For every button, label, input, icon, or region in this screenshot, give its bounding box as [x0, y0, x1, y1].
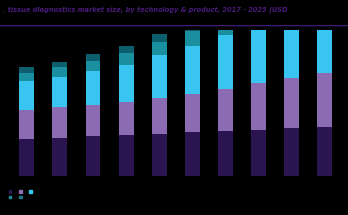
- Bar: [284, 0, 299, 14]
- Bar: [53, 138, 68, 176]
- Bar: [251, 130, 266, 176]
- Bar: [185, 31, 200, 46]
- Bar: [119, 135, 134, 176]
- Bar: [218, 35, 233, 89]
- Bar: [218, 89, 233, 131]
- Bar: [218, 20, 233, 35]
- Bar: [19, 110, 34, 139]
- Bar: [19, 73, 34, 81]
- Bar: [185, 132, 200, 176]
- Bar: [53, 67, 68, 77]
- Bar: [53, 107, 68, 138]
- Bar: [251, 0, 266, 8]
- Bar: [53, 77, 68, 107]
- Bar: [251, 83, 266, 130]
- Bar: [317, 0, 332, 3]
- Bar: [284, 128, 299, 176]
- Bar: [19, 67, 34, 73]
- Bar: [119, 53, 134, 65]
- Bar: [251, 25, 266, 83]
- Bar: [19, 139, 34, 176]
- Bar: [185, 23, 200, 31]
- Bar: [317, 73, 332, 127]
- Bar: [53, 62, 68, 67]
- Bar: [185, 46, 200, 94]
- Bar: [152, 34, 167, 42]
- Bar: [284, 14, 299, 78]
- Bar: [119, 46, 134, 53]
- Bar: [86, 71, 101, 104]
- Bar: [86, 54, 101, 61]
- Bar: [86, 104, 101, 137]
- Bar: [119, 102, 134, 135]
- Bar: [218, 131, 233, 176]
- Bar: [251, 8, 266, 25]
- Legend: , , , , : , , , ,: [9, 190, 32, 199]
- Bar: [317, 3, 332, 73]
- Bar: [317, 127, 332, 176]
- Bar: [284, 78, 299, 128]
- Bar: [19, 81, 34, 110]
- Bar: [119, 65, 134, 102]
- Bar: [152, 55, 167, 98]
- Bar: [218, 10, 233, 20]
- Bar: [185, 94, 200, 132]
- Bar: [152, 134, 167, 176]
- Bar: [152, 98, 167, 134]
- Text: . tissue diagnostics market size, by technology & product, 2017 - 2025 (USD: . tissue diagnostics market size, by tec…: [3, 6, 288, 13]
- Bar: [152, 42, 167, 55]
- Bar: [86, 61, 101, 71]
- Bar: [86, 137, 101, 176]
